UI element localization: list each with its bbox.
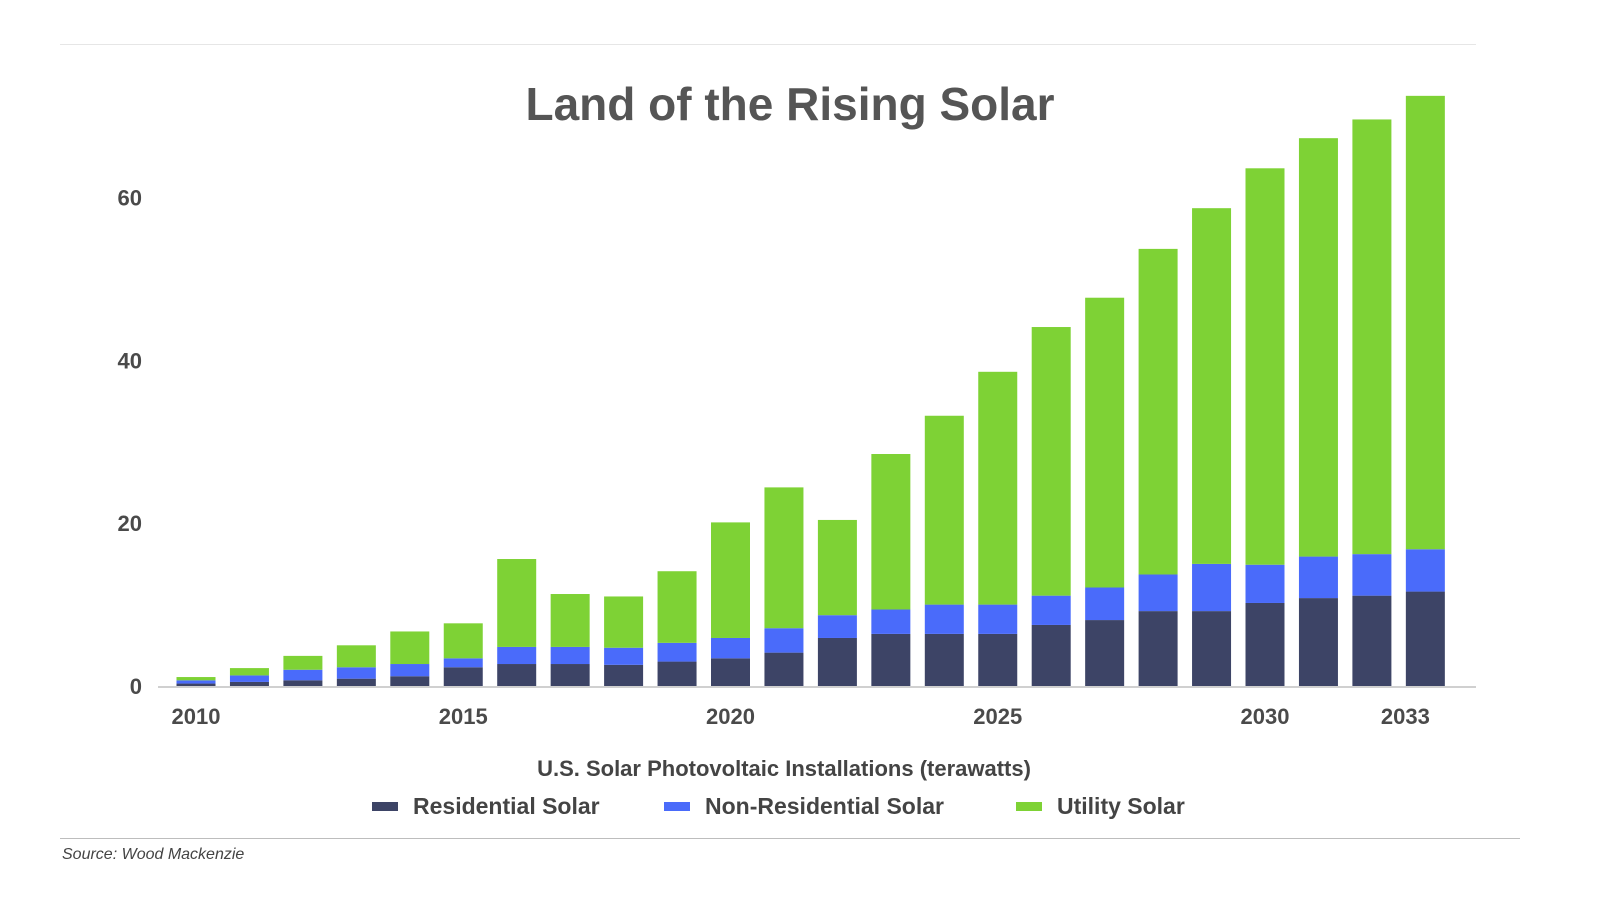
- bottom-divider: [60, 838, 1520, 839]
- bar-segment-residential: [764, 652, 804, 686]
- y-tick-label: 20: [118, 511, 142, 536]
- bar-segment-non-residential: [711, 637, 750, 659]
- bar-segment-residential: [1031, 624, 1071, 686]
- x-tick-label: 2020: [706, 704, 755, 729]
- x-tick-label: 2010: [172, 704, 221, 729]
- bar-segment-residential: [1352, 595, 1392, 686]
- y-axis-ticks: 0 20 40 60: [118, 186, 142, 699]
- y-tick-label: 0: [130, 674, 142, 699]
- bar-segment-non-residential: [283, 669, 323, 681]
- bar-segment-residential: [497, 664, 537, 686]
- bar-segment-utility: [711, 522, 750, 638]
- bar-segment-residential: [817, 637, 857, 686]
- bar-segment-utility: [1031, 327, 1071, 596]
- bar-segment-non-residential: [1138, 574, 1178, 612]
- bar-segment-residential: [1138, 611, 1178, 686]
- bar-segment-residential: [1298, 598, 1338, 686]
- bar-segment-utility: [817, 519, 857, 616]
- bar-segment-non-residential: [1085, 587, 1125, 621]
- bar-segment-utility: [176, 677, 216, 681]
- y-tick-label: 40: [118, 348, 142, 373]
- bar-segment-residential: [336, 678, 376, 686]
- bar-segment-utility: [443, 623, 483, 659]
- bar-segment-non-residential: [1192, 563, 1232, 612]
- bar-segment-non-residential: [604, 647, 644, 665]
- legend-swatch: [372, 802, 398, 811]
- bar-segment-residential: [1405, 591, 1445, 686]
- bar-segment-non-residential: [443, 658, 483, 668]
- x-tick-label: 2015: [439, 704, 488, 729]
- bar-segment-non-residential: [497, 646, 537, 665]
- bar-segment-utility: [1192, 208, 1232, 564]
- bar-segment-residential: [1085, 620, 1125, 686]
- bar-segment-residential: [1245, 602, 1285, 686]
- bar-segment-non-residential: [764, 628, 804, 653]
- bar-segment-residential: [550, 664, 590, 686]
- bar-segment-non-residential: [924, 604, 964, 634]
- top-divider: [60, 44, 1476, 45]
- bar-segment-non-residential: [1405, 549, 1445, 592]
- bar-segment-residential: [443, 667, 483, 686]
- bar-segment-non-residential: [978, 604, 1018, 634]
- legend-label: Residential Solar: [413, 793, 600, 819]
- bar-segment-residential: [229, 681, 269, 686]
- bar-segment-non-residential: [176, 680, 216, 684]
- bar-segment-residential: [657, 661, 697, 686]
- legend-swatch: [664, 802, 690, 811]
- bars: [176, 95, 1445, 686]
- bar-segment-utility: [1085, 297, 1125, 588]
- bar-segment-residential: [978, 633, 1018, 686]
- x-axis-ticks: 2010 2015 2020 2025 2030 2033: [172, 704, 1430, 729]
- bar-segment-utility: [1352, 119, 1392, 555]
- bar-segment-residential: [176, 683, 216, 686]
- bar-segment-utility: [871, 454, 911, 610]
- bar-segment-utility: [336, 645, 376, 668]
- bar-segment-non-residential: [1245, 564, 1285, 603]
- x-axis-title: U.S. Solar Photovoltaic Installations (t…: [537, 756, 1031, 781]
- bar-segment-residential: [390, 676, 430, 686]
- bar-segment-utility: [1245, 168, 1285, 565]
- y-tick-label: 60: [118, 186, 142, 211]
- legend-label: Utility Solar: [1057, 793, 1185, 819]
- bar-segment-utility: [924, 415, 964, 605]
- bar-segment-non-residential: [871, 609, 911, 634]
- legend: Residential Solar Non-Residential Solar Ut…: [372, 793, 1185, 819]
- bar-segment-utility: [764, 487, 804, 629]
- bar-segment-residential: [871, 633, 911, 686]
- bar-segment-non-residential: [1031, 595, 1071, 625]
- bar-segment-utility: [390, 631, 430, 665]
- bar-segment-non-residential: [817, 615, 857, 638]
- bar-segment-non-residential: [229, 675, 269, 682]
- source-note: Source: Wood Mackenzie: [62, 846, 245, 863]
- bar-segment-utility: [550, 594, 590, 647]
- bar-segment-residential: [711, 658, 750, 686]
- bar-segment-non-residential: [1298, 556, 1338, 599]
- bar-segment-non-residential: [1352, 554, 1392, 596]
- bar-segment-utility: [604, 596, 644, 648]
- bar-segment-utility: [1405, 95, 1445, 550]
- x-tick-label: 2025: [973, 704, 1022, 729]
- bar-segment-utility: [229, 668, 269, 676]
- bar-segment-utility: [657, 571, 697, 643]
- bar-segment-utility: [978, 371, 1018, 605]
- bar-segment-non-residential: [657, 642, 697, 662]
- bar-segment-utility: [1298, 138, 1338, 557]
- bar-segment-utility: [1138, 248, 1178, 575]
- chart-title: Land of the Rising Solar: [525, 78, 1054, 130]
- bar-segment-residential: [604, 664, 644, 686]
- x-tick-label: 2030: [1241, 704, 1290, 729]
- bar-segment-residential: [1192, 611, 1232, 686]
- bar-segment-non-residential: [550, 646, 590, 665]
- bar-segment-residential: [924, 633, 964, 686]
- legend-label: Non-Residential Solar: [705, 793, 944, 819]
- bar-segment-utility: [497, 559, 537, 647]
- legend-swatch: [1016, 802, 1042, 811]
- bar-segment-non-residential: [336, 667, 376, 679]
- bar-segment-residential: [283, 680, 323, 686]
- bar-segment-non-residential: [390, 664, 430, 677]
- x-tick-label: 2033: [1381, 704, 1430, 729]
- bar-segment-utility: [283, 655, 323, 670]
